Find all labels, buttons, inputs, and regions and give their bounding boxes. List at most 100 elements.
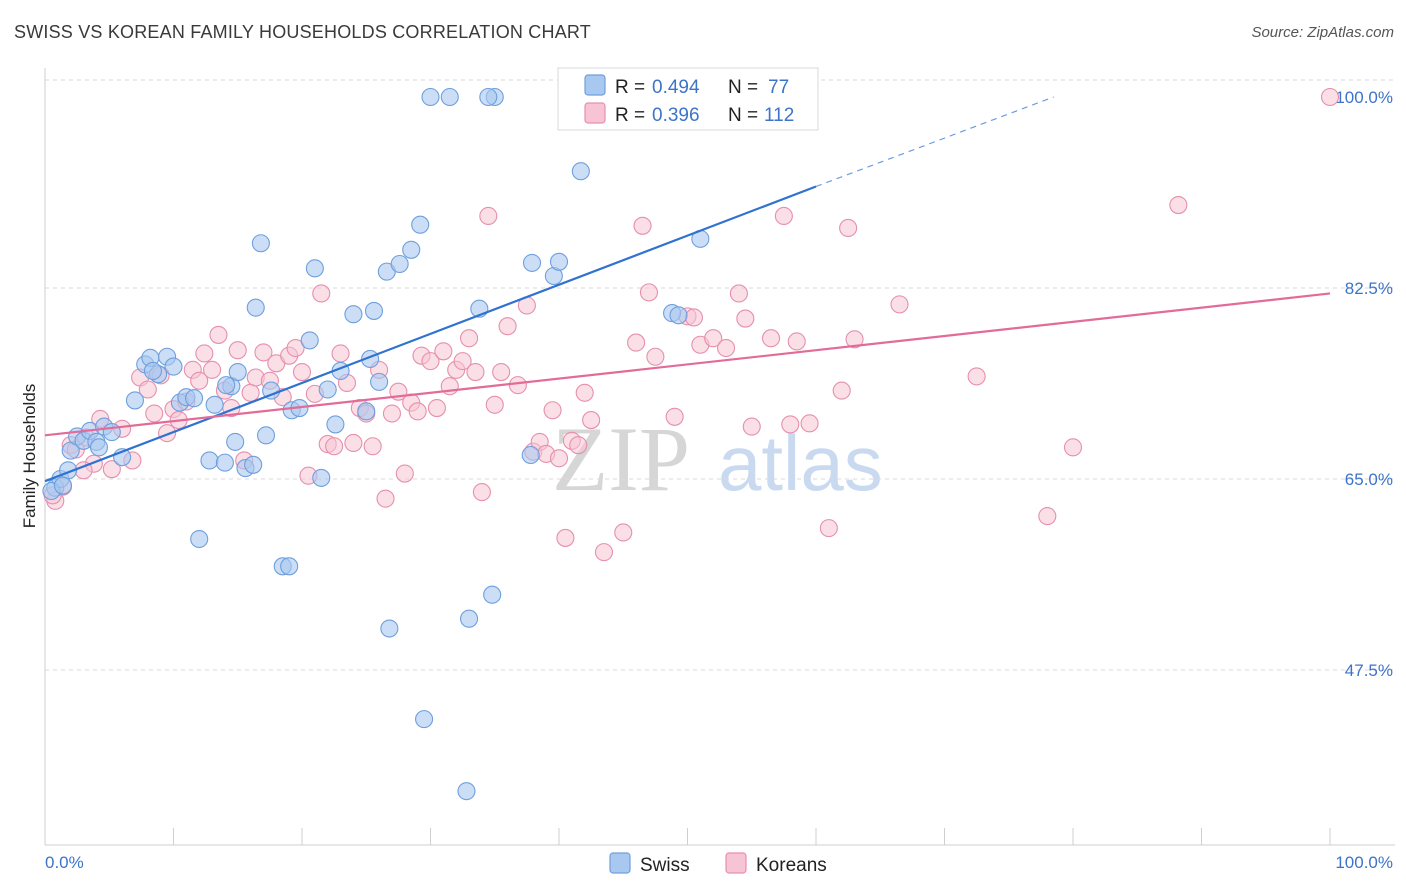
swiss-point	[256, 426, 276, 445]
korean-point	[363, 437, 382, 456]
swiss-point	[89, 438, 109, 457]
swiss-point	[300, 331, 319, 350]
swiss-point	[200, 451, 219, 470]
korean-point	[459, 329, 479, 348]
swiss-point	[312, 468, 331, 487]
swiss-point	[244, 455, 263, 474]
swiss-point	[143, 361, 162, 380]
korean-point	[781, 415, 800, 434]
swiss-point	[571, 162, 590, 181]
korean-point	[569, 436, 588, 455]
y-tick-label: 47.5%	[1345, 661, 1393, 680]
korean-point	[1320, 87, 1340, 107]
swiss-n-label: N =	[728, 77, 758, 98]
korean-point	[498, 317, 517, 336]
swiss-point	[102, 423, 121, 442]
koreans-n-label: N =	[728, 105, 758, 126]
korean-point	[716, 338, 736, 358]
korean-point	[819, 519, 838, 538]
swiss-point	[228, 362, 247, 382]
swiss-point	[549, 252, 569, 271]
swiss-point	[357, 402, 376, 421]
swiss-point	[205, 395, 224, 414]
korean-point	[241, 383, 260, 402]
swiss-point	[415, 710, 434, 729]
swiss-point	[326, 415, 345, 434]
y-tick-labels: 47.5% 65.0% 82.5% 100.0%	[1335, 88, 1393, 680]
korean-point	[145, 404, 164, 423]
korean-point	[292, 362, 312, 382]
korean-point	[967, 367, 986, 386]
y-axis-title: Family Households	[20, 384, 39, 529]
swiss-series-swatch	[609, 852, 631, 874]
swiss-point	[669, 306, 688, 325]
swiss-point	[521, 445, 540, 465]
korean-point	[376, 489, 395, 508]
korean-point	[195, 344, 214, 363]
stats-legend: R = 0.494 N = 77 R = 0.396 N = 112	[557, 67, 819, 131]
korean-point	[614, 523, 633, 542]
korean-point	[1038, 507, 1057, 526]
koreans-series-swatch	[725, 852, 747, 874]
korean-point	[492, 362, 511, 382]
swiss-point	[164, 357, 183, 376]
korean-point	[633, 216, 652, 235]
swiss-point	[215, 453, 234, 472]
swiss-trendline-extension	[815, 96, 1054, 188]
korean-point	[556, 528, 575, 547]
swiss-point	[226, 432, 245, 451]
korean-point	[684, 308, 703, 327]
koreans-trendline	[44, 292, 1331, 437]
korean-point	[736, 309, 755, 328]
swiss-point	[280, 557, 299, 576]
swiss-point	[390, 254, 409, 274]
korean-point	[646, 347, 665, 366]
korean-point	[729, 284, 748, 303]
korean-point	[890, 295, 909, 314]
swiss-point	[190, 529, 209, 549]
swiss-point	[246, 298, 265, 317]
korean-point	[485, 395, 504, 414]
koreans-r-value: 0.396	[652, 105, 700, 126]
swiss-point	[421, 87, 440, 107]
korean-point	[839, 218, 858, 238]
korean-point	[742, 417, 761, 436]
swiss-r-label: R =	[615, 77, 645, 98]
swiss-series-label: Swiss	[640, 855, 690, 876]
korean-point	[472, 483, 491, 502]
korean-point	[138, 380, 157, 399]
korean-point	[594, 543, 614, 562]
swiss-point	[483, 585, 502, 604]
korean-point	[427, 399, 446, 418]
swiss-point	[185, 389, 204, 408]
korean-point	[549, 449, 569, 468]
swiss-point	[125, 391, 144, 410]
korean-point	[627, 333, 646, 352]
korean-point	[787, 332, 806, 351]
chart-title: SWISS VS KOREAN FAMILY HOUSEHOLDS CORREL…	[14, 22, 591, 42]
swiss-point	[411, 215, 430, 234]
swiss-n-value: 77	[768, 77, 789, 98]
swiss-r-value: 0.494	[652, 77, 700, 98]
korean-point	[508, 376, 527, 395]
korean-point	[434, 342, 453, 361]
korean-point	[203, 360, 222, 379]
swiss-legend-swatch	[584, 74, 606, 96]
korean-point	[761, 329, 781, 348]
trendlines	[44, 96, 1331, 483]
swiss-point	[457, 782, 476, 801]
y-tick-label: 100.0%	[1335, 88, 1393, 107]
korean-point	[466, 362, 485, 382]
koreans-legend-swatch	[584, 102, 606, 124]
korean-point	[582, 411, 601, 430]
swiss-point	[305, 259, 324, 278]
swiss-point	[370, 372, 389, 391]
y-tick-label: 82.5%	[1345, 279, 1393, 298]
koreans-series-label: Koreans	[756, 855, 827, 876]
swiss-point	[53, 476, 73, 495]
koreans-n-value: 112	[764, 105, 794, 126]
swiss-point	[479, 87, 498, 107]
korean-point	[102, 460, 121, 479]
swiss-point	[217, 376, 236, 395]
korean-point	[190, 371, 209, 390]
